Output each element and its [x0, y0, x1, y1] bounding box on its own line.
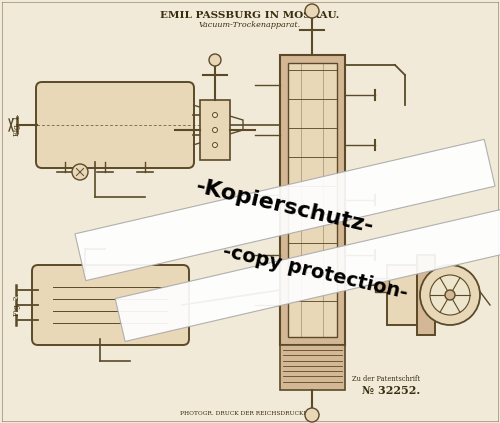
Circle shape: [445, 290, 455, 300]
Bar: [200, 100, 230, 160]
Circle shape: [430, 275, 470, 315]
Text: -copy protection-: -copy protection-: [220, 242, 410, 302]
FancyBboxPatch shape: [36, 82, 194, 168]
Bar: [417, 255, 435, 335]
Polygon shape: [115, 209, 500, 341]
Circle shape: [420, 265, 480, 325]
Text: -Kopierschutz-: -Kopierschutz-: [194, 177, 376, 237]
Circle shape: [212, 113, 218, 118]
Text: PHOTOGR. DRUCK DER REICHSDRUCKEREI.: PHOTOGR. DRUCK DER REICHSDRUCKEREI.: [180, 411, 320, 416]
Circle shape: [212, 127, 218, 132]
Text: Vacuum-Trockenapparat.: Vacuum-Trockenapparat.: [199, 21, 301, 29]
Bar: [375, 278, 389, 292]
Bar: [280, 345, 345, 390]
Circle shape: [209, 54, 221, 66]
Text: Fig. 1.: Fig. 1.: [13, 114, 21, 136]
Circle shape: [72, 164, 88, 180]
Polygon shape: [75, 139, 495, 280]
Bar: [52, 93, 178, 157]
Circle shape: [212, 143, 218, 148]
Bar: [288, 63, 337, 337]
Text: Zu der Patentschrift: Zu der Patentschrift: [352, 375, 420, 383]
Circle shape: [305, 4, 319, 18]
Text: EMIL PASSBURG IN MOSKAU.: EMIL PASSBURG IN MOSKAU.: [160, 11, 340, 20]
Text: Fig. 2.: Fig. 2.: [13, 294, 21, 316]
Circle shape: [305, 408, 319, 422]
Bar: [387, 265, 417, 325]
Text: № 32252.: № 32252.: [362, 385, 420, 396]
Ellipse shape: [37, 88, 193, 162]
FancyBboxPatch shape: [32, 265, 189, 345]
Bar: [280, 55, 345, 345]
